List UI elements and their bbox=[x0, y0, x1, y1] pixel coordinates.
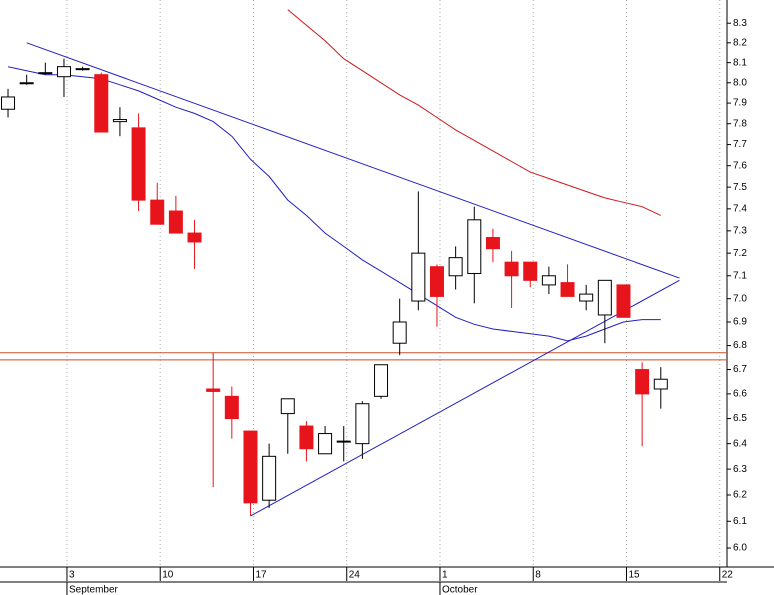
y-tick-label: 6.8 bbox=[733, 340, 747, 351]
candle-body bbox=[168, 210, 183, 234]
y-tick-label: 7.6 bbox=[733, 160, 747, 171]
y-tick-label: 7.1 bbox=[733, 270, 747, 281]
moving-average bbox=[7, 66, 661, 342]
candle-body bbox=[355, 403, 370, 445]
candle-body bbox=[560, 282, 575, 297]
y-tick-label: 6.7 bbox=[733, 364, 747, 375]
trendline bbox=[26, 42, 680, 279]
candle-body bbox=[411, 252, 426, 302]
candle-body bbox=[467, 219, 482, 274]
candle-body bbox=[94, 74, 109, 133]
y-tick-label: 7.3 bbox=[733, 225, 747, 236]
month-label: September bbox=[69, 585, 119, 595]
x-tick-label: 10 bbox=[162, 570, 174, 581]
y-tick-label: 6.3 bbox=[733, 464, 747, 475]
y-tick-label: 6.6 bbox=[733, 389, 747, 400]
candle-body bbox=[448, 257, 463, 277]
x-tick-label: 17 bbox=[255, 570, 267, 581]
candle-body bbox=[280, 398, 295, 415]
x-tick-label: 1 bbox=[442, 570, 448, 581]
y-tick-label: 6.2 bbox=[733, 490, 747, 501]
candle-body bbox=[597, 279, 612, 316]
candle-body bbox=[336, 440, 351, 443]
y-tick-label: 7.2 bbox=[733, 248, 747, 259]
y-tick-label: 6.1 bbox=[733, 516, 747, 527]
candle-body bbox=[206, 388, 221, 392]
x-tick-label: 24 bbox=[349, 570, 361, 581]
y-tick-label: 7.0 bbox=[733, 293, 747, 304]
y-tick-label: 8.3 bbox=[733, 18, 747, 29]
y-tick-label: 8.1 bbox=[733, 57, 747, 68]
candle-body bbox=[262, 455, 277, 501]
month-label: October bbox=[442, 585, 478, 595]
candle-body bbox=[243, 430, 258, 504]
candle-body bbox=[150, 199, 165, 225]
y-tick-label: 8.2 bbox=[733, 37, 747, 48]
candle-body bbox=[374, 364, 389, 397]
candle-body bbox=[112, 119, 127, 123]
y-tick-label: 6.5 bbox=[733, 413, 747, 424]
y-tick-label: 8.0 bbox=[733, 77, 747, 88]
y-tick-label: 7.4 bbox=[733, 203, 747, 214]
candle-body bbox=[75, 68, 90, 71]
candle-body bbox=[616, 284, 631, 318]
candle-body bbox=[429, 266, 444, 297]
candle-body bbox=[38, 72, 53, 75]
candle-body bbox=[653, 378, 668, 390]
candle-body bbox=[504, 261, 519, 277]
candle-body bbox=[131, 127, 146, 201]
candle-body bbox=[19, 82, 34, 85]
plot-area bbox=[0, 0, 727, 567]
y-tick-label: 7.8 bbox=[733, 118, 747, 129]
y-tick-label: 6.0 bbox=[733, 543, 747, 554]
x-tick-label: 3 bbox=[69, 570, 75, 581]
x-tick-label: 15 bbox=[628, 570, 640, 581]
x-tick-label: 22 bbox=[722, 570, 734, 581]
y-tick-label: 7.7 bbox=[733, 139, 747, 150]
candle-body bbox=[485, 237, 500, 250]
candle-body bbox=[299, 425, 314, 450]
candle-body bbox=[392, 321, 407, 344]
candle-body bbox=[56, 66, 71, 78]
candle-body bbox=[1, 96, 16, 110]
candle-body bbox=[523, 261, 538, 281]
candle-body bbox=[318, 433, 333, 455]
y-tick-label: 6.9 bbox=[733, 317, 747, 328]
y-tick-label: 7.5 bbox=[733, 182, 747, 193]
candle-body bbox=[541, 275, 556, 286]
candle-body bbox=[187, 232, 202, 243]
candle-body bbox=[579, 293, 594, 302]
y-tick-label: 7.9 bbox=[733, 98, 747, 109]
y-tick-label: 6.4 bbox=[733, 438, 747, 449]
candle-body bbox=[635, 369, 650, 395]
trendline bbox=[250, 279, 680, 517]
x-tick-label: 8 bbox=[535, 570, 541, 581]
moving-average bbox=[287, 9, 662, 216]
candle-body bbox=[224, 395, 239, 420]
